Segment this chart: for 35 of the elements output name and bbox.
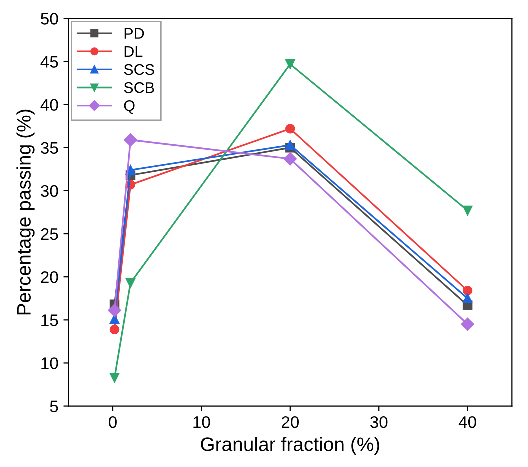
x-tick-label: 20 <box>282 416 300 428</box>
point <box>110 373 120 383</box>
y-tick-label: 20 <box>41 271 58 284</box>
y-tick-label: 50 <box>41 13 58 25</box>
legend-label: SCS <box>124 64 154 76</box>
point <box>124 134 138 147</box>
legend-label: Q <box>124 100 135 114</box>
legend-label: PD <box>124 28 144 39</box>
y-axis-title: Percentage passing (%) <box>16 110 35 315</box>
point <box>462 294 473 304</box>
x-axis-title: Granular fraction (%) <box>201 437 380 456</box>
point <box>286 124 296 134</box>
point <box>286 140 296 150</box>
point <box>126 278 136 288</box>
x-tick-label: 30 <box>370 416 388 428</box>
y-tick-label: 25 <box>41 228 58 240</box>
x-tick-label: 40 <box>458 416 476 428</box>
y-tick-label: 5 <box>50 400 58 412</box>
point <box>110 324 120 334</box>
legend-label: DL <box>124 46 143 57</box>
y-tick-label: 40 <box>40 99 58 112</box>
point <box>108 304 122 318</box>
point <box>461 318 474 332</box>
point <box>284 152 297 166</box>
point <box>286 59 296 70</box>
y-tick-label: 15 <box>42 314 58 326</box>
x-tick-label: 10 <box>194 416 210 428</box>
y-tick-label: 45 <box>40 56 58 68</box>
point <box>462 206 473 216</box>
x-tick-label: 0 <box>109 416 117 428</box>
y-tick-label: 10 <box>42 358 58 370</box>
y-tick-label: 35 <box>41 142 58 154</box>
point <box>462 286 473 296</box>
y-tick-label: 30 <box>41 185 58 198</box>
legend-label: SCB <box>124 82 154 94</box>
